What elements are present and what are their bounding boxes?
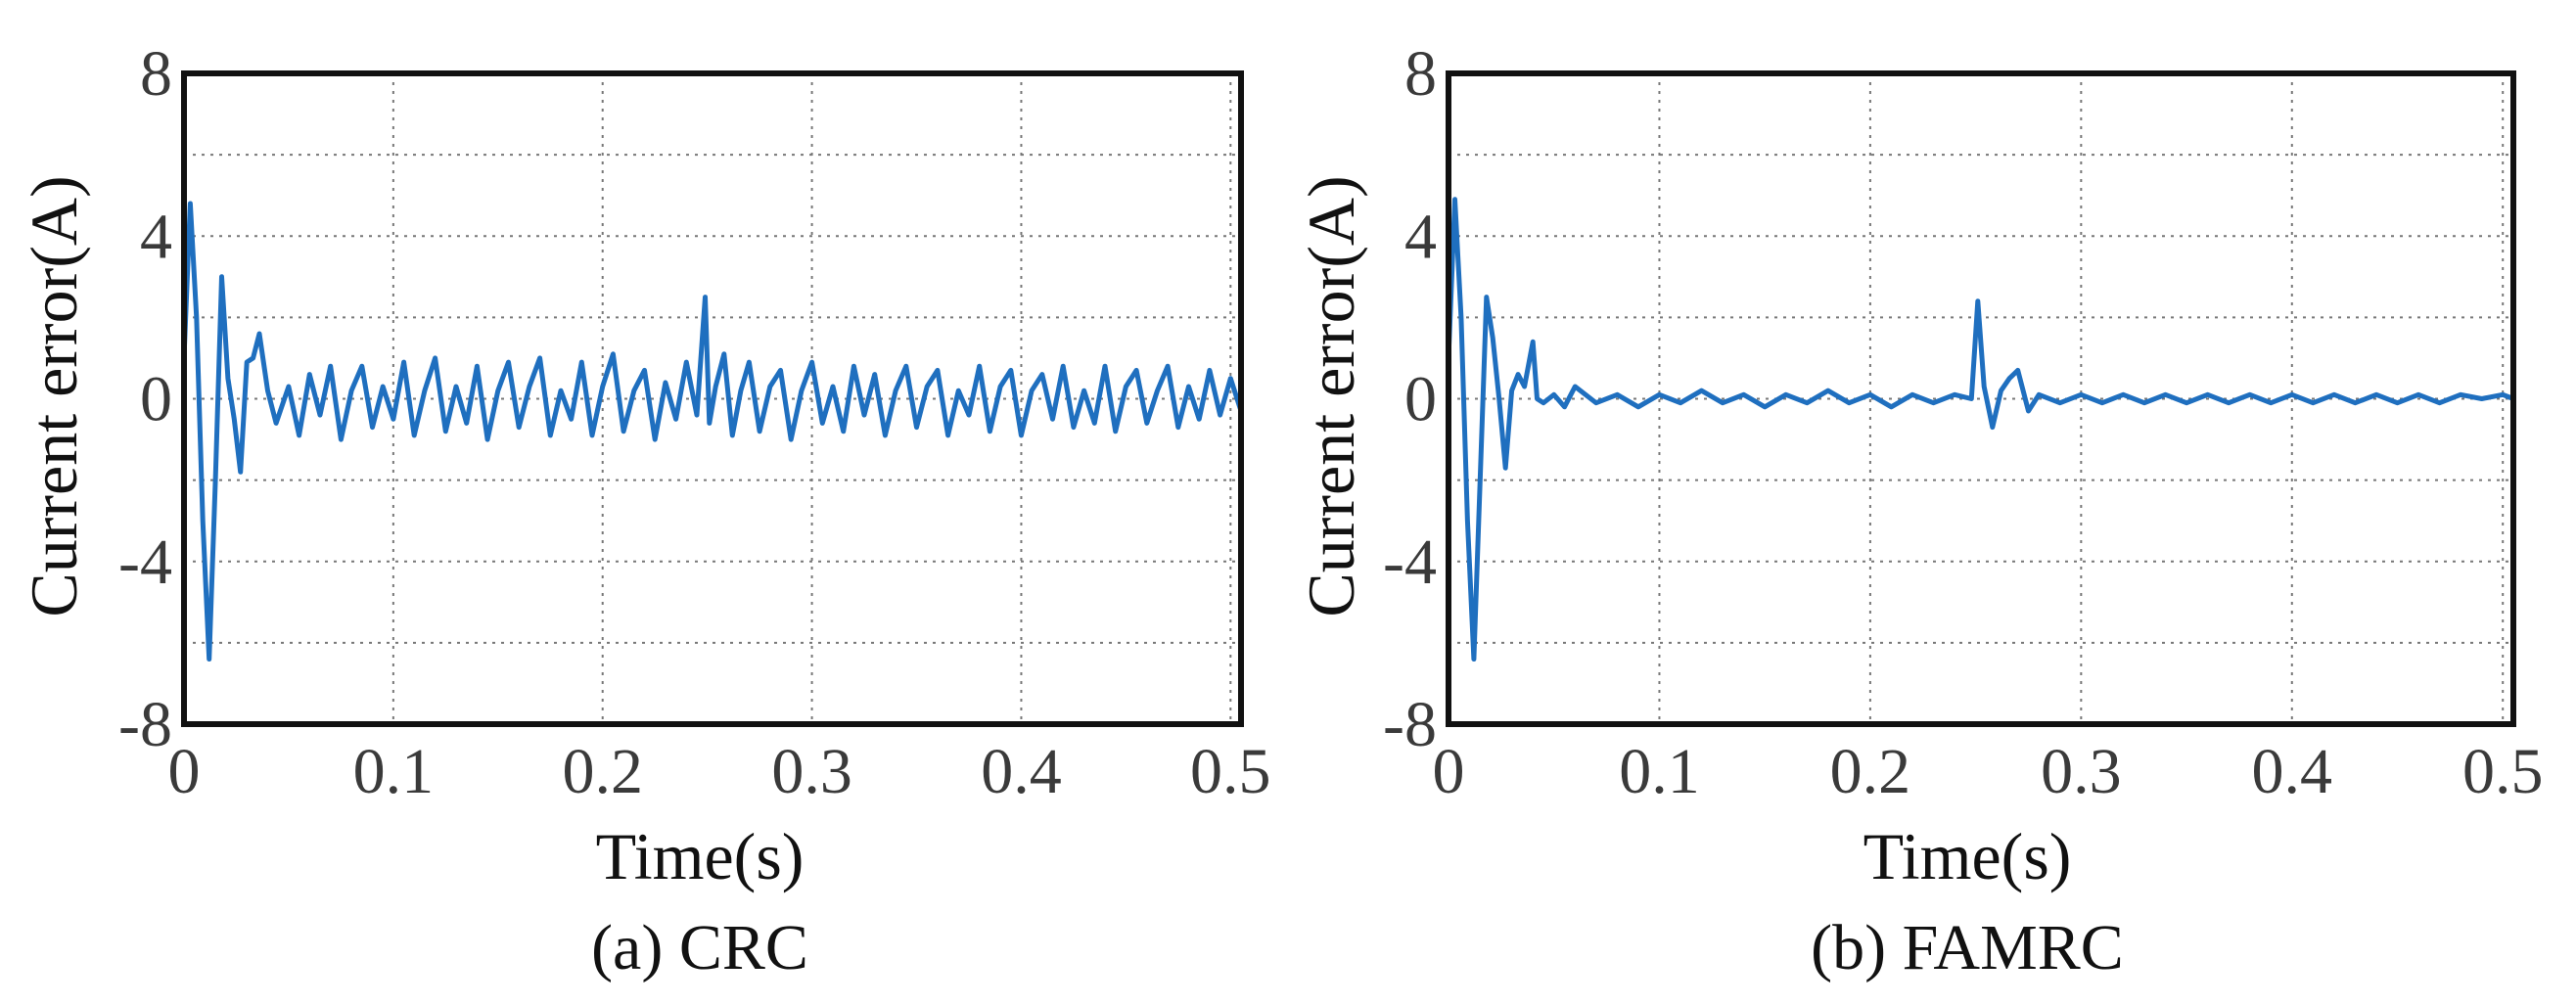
y-tick-labels-crc: -8 -4 0 4 8 [118,38,172,760]
y-tick-label: 0 [1404,364,1437,435]
x-tick-label: 0.5 [1190,736,1271,807]
x-tick-label: 0.2 [562,736,643,807]
y-tick-label: 4 [140,201,172,272]
series-line-crc [181,201,1244,662]
y-tick-label: 0 [140,364,172,435]
plot-frame-crc [181,70,1244,727]
plot-frame-famrc [1446,70,2516,727]
y-axis-label-famrc: Current error(A) [1294,175,1368,617]
y-tick-labels-famrc: -8 -4 0 4 8 [1383,38,1437,760]
x-tick-label: 0.1 [1619,736,1700,807]
y-tick-label: 8 [1404,38,1437,110]
x-tick-label: 0.2 [1830,736,1911,807]
x-tick-label: 0 [1433,736,1465,807]
caption-crc: (a) CRC [591,912,808,983]
x-tick-labels-famrc: 0 0.1 0.2 0.3 0.4 0.5 [1433,736,2544,807]
x-tick-labels-crc: 0 0.1 0.2 0.3 0.4 0.5 [168,736,1271,807]
x-tick-label: 0.3 [771,736,852,807]
y-tick-label: -8 [118,689,172,760]
chart-panel-famrc: 0 0.1 0.2 0.3 0.4 0.5 -8 -4 0 4 8 Time(s) Current… [1294,38,2543,983]
y-axis-label-crc: Current error(A) [17,175,91,617]
y-tick-label: -8 [1383,689,1437,760]
x-tick-label: 0.5 [2462,736,2544,807]
x-axis-label-crc: Time(s) [596,819,805,893]
caption-famrc: (b) FAMRC [1811,912,2124,983]
series-line-famrc [1446,197,2514,662]
x-tick-label: 0.4 [2252,736,2333,807]
x-tick-label: 0.3 [2041,736,2122,807]
x-tick-label: 0.4 [981,736,1062,807]
y-tick-label: -4 [118,526,172,598]
y-tick-label: -4 [1383,526,1437,598]
x-axis-label-famrc: Time(s) [1863,819,2072,893]
x-tick-label: 0.1 [353,736,435,807]
x-tick-label: 0 [168,736,201,807]
chart-panel-crc: 0 0.1 0.2 0.3 0.4 0.5 -8 -4 0 4 8 Time(s) Current… [17,38,1271,983]
y-tick-label: 8 [140,38,172,110]
y-tick-label: 4 [1404,201,1437,272]
